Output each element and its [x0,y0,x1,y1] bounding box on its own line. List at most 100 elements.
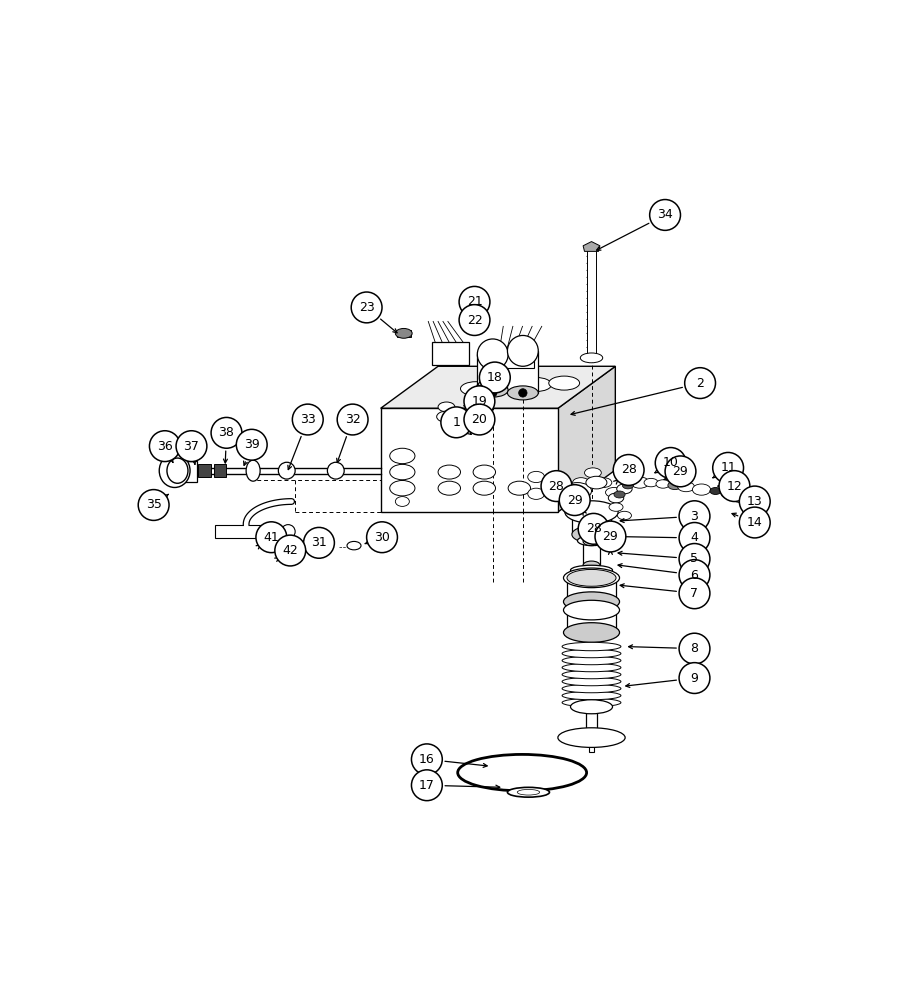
Ellipse shape [563,623,619,642]
Text: 10: 10 [662,456,678,469]
Polygon shape [477,354,507,390]
Polygon shape [396,330,410,337]
Circle shape [739,486,769,517]
Polygon shape [380,408,557,512]
Circle shape [292,404,323,435]
Circle shape [655,448,685,478]
Polygon shape [566,578,615,602]
Ellipse shape [438,465,460,479]
Text: 18: 18 [487,371,502,384]
Polygon shape [215,525,278,538]
Text: 8: 8 [690,642,698,655]
Polygon shape [432,342,469,365]
Ellipse shape [477,383,507,397]
Circle shape [684,368,715,399]
Ellipse shape [548,376,579,390]
Text: 28: 28 [585,522,600,535]
Ellipse shape [572,526,610,543]
Text: 12: 12 [726,480,741,493]
Ellipse shape [731,490,752,503]
Text: 22: 22 [466,314,482,327]
Text: 14: 14 [746,516,762,529]
Ellipse shape [258,528,273,542]
Text: 28: 28 [548,480,563,493]
Text: 11: 11 [720,461,735,474]
Circle shape [678,663,709,693]
Text: 17: 17 [418,779,434,792]
Text: 38: 38 [219,426,234,439]
Ellipse shape [608,493,623,503]
Text: 29: 29 [566,494,582,507]
Text: 4: 4 [690,531,698,544]
Circle shape [594,521,625,552]
Ellipse shape [563,592,619,611]
Circle shape [665,456,695,487]
Ellipse shape [389,448,414,464]
Text: 39: 39 [244,438,259,451]
Ellipse shape [389,480,414,496]
Circle shape [367,522,397,553]
Text: 21: 21 [466,295,482,308]
Circle shape [211,417,242,448]
Text: 31: 31 [311,536,327,549]
Polygon shape [177,461,197,482]
Text: 33: 33 [300,413,315,426]
Ellipse shape [562,663,620,672]
Ellipse shape [562,670,620,679]
Ellipse shape [472,481,495,495]
Ellipse shape [438,481,460,495]
Text: 1: 1 [452,416,460,429]
Ellipse shape [667,481,681,490]
Ellipse shape [562,487,578,497]
Text: 29: 29 [672,465,687,478]
Ellipse shape [617,511,631,520]
Circle shape [712,452,742,483]
Ellipse shape [564,501,618,523]
Circle shape [411,770,442,801]
Text: 30: 30 [374,531,389,544]
Ellipse shape [395,497,409,506]
Ellipse shape [296,545,307,552]
Ellipse shape [489,379,520,393]
Ellipse shape [518,389,526,397]
Text: 32: 32 [344,413,360,426]
Ellipse shape [625,475,640,485]
Circle shape [739,507,769,538]
Text: 20: 20 [471,413,487,426]
Ellipse shape [562,691,620,700]
Circle shape [256,522,286,553]
Ellipse shape [472,465,495,479]
Circle shape [718,471,749,501]
Text: 6: 6 [690,569,698,582]
Ellipse shape [167,458,188,483]
Circle shape [303,527,334,558]
Text: 41: 41 [263,531,279,544]
Circle shape [463,404,494,435]
Ellipse shape [572,478,589,487]
Polygon shape [586,249,596,358]
Circle shape [678,560,709,590]
Ellipse shape [527,471,544,483]
Ellipse shape [613,491,625,498]
Text: 29: 29 [602,530,618,543]
Ellipse shape [527,488,544,499]
Circle shape [275,535,305,566]
Ellipse shape [395,328,412,338]
Ellipse shape [457,754,586,791]
Circle shape [350,292,382,323]
Circle shape [459,286,489,317]
Text: 7: 7 [690,587,698,600]
Polygon shape [582,242,600,251]
Circle shape [649,200,680,230]
Text: 28: 28 [620,463,636,476]
Ellipse shape [488,389,497,397]
Circle shape [578,513,609,544]
Text: 5: 5 [690,552,698,565]
Ellipse shape [630,477,648,488]
Polygon shape [582,541,600,565]
Circle shape [678,501,709,532]
Ellipse shape [630,473,641,480]
Circle shape [678,578,709,609]
Polygon shape [495,348,534,368]
Circle shape [678,633,709,664]
